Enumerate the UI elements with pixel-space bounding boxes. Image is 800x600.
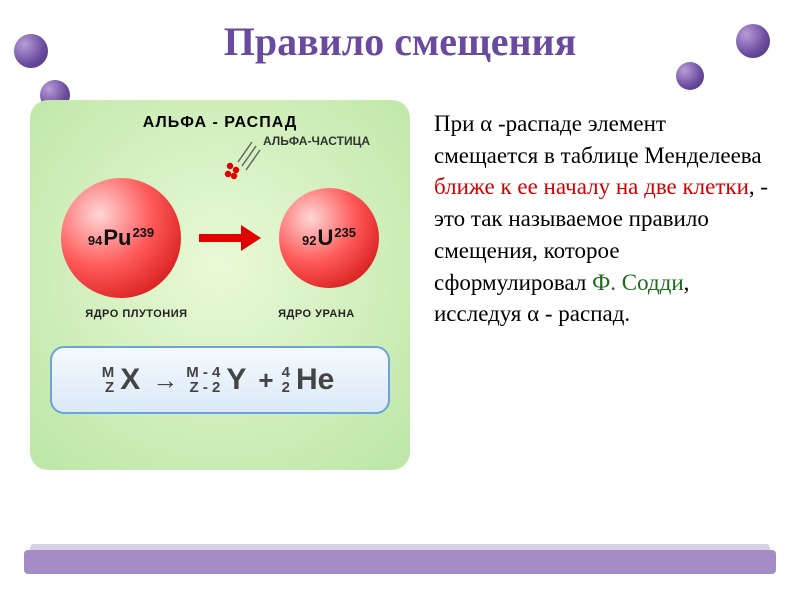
nucleus-uranium: 92 U 235 bbox=[279, 188, 379, 288]
bottom-bar-main bbox=[24, 550, 776, 574]
bottom-bar bbox=[0, 544, 800, 580]
formula-rhs2-sym: He bbox=[296, 363, 334, 397]
formula-arrow-icon: → bbox=[152, 365, 178, 396]
nucleus-plutonium: 94 Pu 239 bbox=[61, 178, 181, 298]
decay-arrow bbox=[199, 225, 261, 251]
formula-rhs2-stack: 4 2 bbox=[282, 365, 290, 395]
alpha-particle-label: АЛЬФА-ЧАСТИЦА bbox=[263, 134, 370, 148]
uranium-name: ЯДРО УРАНА bbox=[278, 308, 355, 320]
alpha-decay-diagram: АЛЬФА - РАСПАД АЛЬФА-ЧАСТИЦА 94 Pu 239 bbox=[30, 100, 410, 470]
formula-rhs1-sym: Y bbox=[226, 363, 246, 397]
uranium-label: 92 U 235 bbox=[302, 225, 356, 251]
plutonium-name: ЯДРО ПЛУТОНИЯ bbox=[85, 308, 187, 320]
plutonium-label: 94 Pu 239 bbox=[88, 225, 154, 251]
alpha-particle-icon bbox=[204, 142, 264, 187]
formula-lhs-stack: M Z bbox=[102, 365, 115, 395]
page-title: Правило смещения bbox=[0, 18, 800, 65]
nuclei-row: 94 Pu 239 92 U 235 bbox=[61, 178, 379, 298]
body-text-span: ближе к ее началу на две клетки bbox=[434, 174, 749, 199]
nuclei-names-row: ЯДРО ПЛУТОНИЯ ЯДРО УРАНА bbox=[40, 308, 400, 320]
body-text-span: При α -распаде элемент смещается в табли… bbox=[434, 111, 762, 168]
formula-plus-icon: + bbox=[258, 365, 273, 396]
diagram-title: АЛЬФА - РАСПАД bbox=[143, 114, 298, 132]
body-text-span: Ф. Содди bbox=[592, 270, 684, 295]
content-row: АЛЬФА - РАСПАД АЛЬФА-ЧАСТИЦА 94 Pu 239 bbox=[30, 100, 770, 470]
formula-rhs1-stack: M - 4 Z - 2 bbox=[186, 365, 220, 395]
decay-formula: M Z X → M - 4 Z - 2 Y + 4 2 He bbox=[50, 346, 390, 414]
decor-sphere bbox=[676, 62, 704, 90]
body-text: При α -распаде элемент смещается в табли… bbox=[434, 100, 770, 470]
formula-lhs-sym: X bbox=[120, 363, 140, 397]
